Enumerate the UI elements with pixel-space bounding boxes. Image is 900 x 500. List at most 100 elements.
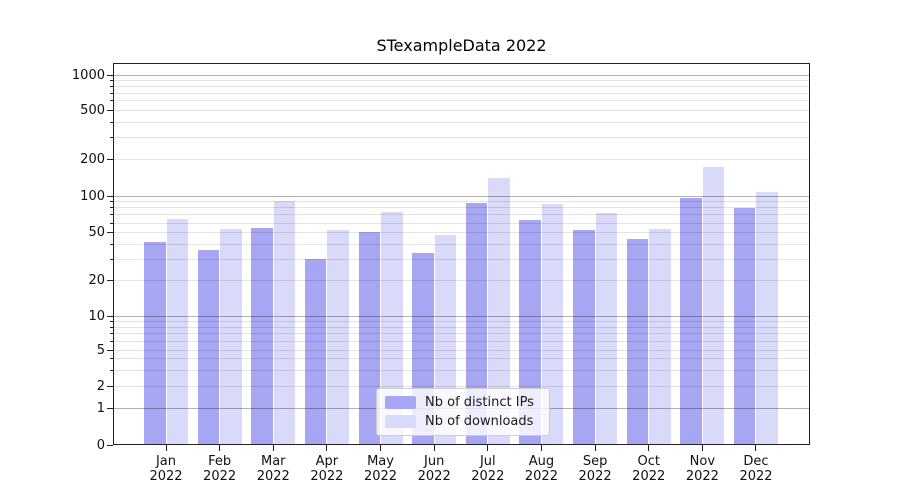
- gridline-200: [113, 158, 810, 160]
- gridline-1000: [113, 74, 810, 76]
- bar-ips-may: [358, 231, 381, 445]
- gridline-minor-400: [113, 121, 810, 123]
- xtick-label-sep: Sep 2022: [578, 454, 612, 484]
- ytick-label-50: 50: [88, 225, 105, 241]
- gridline-minor-900: [113, 79, 810, 81]
- ytick-label-1: 1: [96, 400, 105, 416]
- ytick-minor-700: [109, 92, 113, 94]
- gridline-minor-3: [113, 369, 810, 371]
- xtick-label-apr: Apr 2022: [310, 454, 344, 484]
- ytick-minor-9: [109, 321, 113, 323]
- legend-swatch-ips: [385, 396, 416, 409]
- xtick-mark-jul: [487, 445, 489, 451]
- bar-ips-feb: [197, 249, 220, 445]
- bar-downloads-dec: [756, 191, 778, 445]
- ytick-label-1000: 1000: [71, 67, 105, 83]
- xtick-mark-dec: [755, 445, 757, 451]
- gridline-minor-90: [113, 201, 810, 203]
- bar-ips-jul: [465, 202, 488, 445]
- ytick-minor-300: [109, 136, 113, 138]
- bar-downloads-jul: [488, 177, 510, 445]
- xtick-label-dec: Dec 2022: [739, 454, 773, 484]
- ytick-mark-100: [106, 195, 113, 197]
- ytick-mark-2: [106, 385, 113, 387]
- gridline-minor-40: [113, 243, 810, 245]
- legend-label-ips: Nb of distinct IPs: [425, 395, 534, 410]
- bar-downloads-feb: [220, 228, 242, 445]
- ytick-label-10: 10: [88, 309, 105, 325]
- xtick-label-jul: Jul 2022: [471, 454, 505, 484]
- ytick-label-0: 0: [96, 437, 105, 453]
- xtick-mark-sep: [594, 445, 596, 451]
- xtick-label-nov: Nov 2022: [685, 454, 719, 484]
- bar-downloads-apr: [327, 229, 349, 445]
- ytick-mark-1000: [106, 74, 113, 76]
- ytick-mark-20: [106, 279, 113, 281]
- ytick-minor-8: [109, 326, 113, 328]
- bar-downloads-nov: [702, 166, 725, 445]
- xtick-label-mar: Mar 2022: [256, 454, 290, 484]
- ytick-mark-200: [106, 158, 113, 160]
- ytick-label-500: 500: [80, 102, 105, 118]
- xtick-label-jun: Jun 2022: [417, 454, 451, 484]
- bar-downloads-sep: [595, 213, 618, 445]
- gridline-minor-700: [113, 92, 810, 94]
- xtick-mark-oct: [648, 445, 650, 451]
- gridline-minor-30: [113, 258, 810, 260]
- bar-ips-nov: [680, 197, 702, 445]
- ytick-minor-40: [109, 243, 113, 245]
- ytick-minor-70: [109, 214, 113, 216]
- bar-ips-sep: [573, 229, 595, 445]
- gridline-500: [113, 109, 810, 111]
- bar-ips-oct: [626, 239, 649, 445]
- bar-downloads-oct: [649, 228, 671, 445]
- ytick-mark-0: [106, 444, 113, 446]
- xtick-label-oct: Oct 2022: [632, 454, 666, 484]
- bar-downloads-may: [381, 211, 403, 445]
- legend-row-downloads: Nb of downloads: [385, 412, 541, 431]
- ytick-minor-600: [109, 100, 113, 102]
- ytick-label-100: 100: [80, 188, 105, 204]
- gridline-minor-70: [113, 214, 810, 216]
- ytick-mark-50: [106, 232, 113, 234]
- gridline-20: [113, 279, 810, 281]
- xtick-mark-may: [380, 445, 382, 451]
- gridline-minor-60: [113, 222, 810, 224]
- ytick-minor-3: [109, 369, 113, 371]
- gridline-minor-8: [113, 326, 810, 328]
- gridline-10: [113, 316, 810, 318]
- ytick-minor-80: [109, 207, 113, 209]
- gridline-minor-80: [113, 207, 810, 209]
- bar-ips-jan: [144, 241, 166, 445]
- gridline-minor-9: [113, 321, 810, 323]
- ytick-label-2: 2: [96, 378, 105, 394]
- bar-ips-dec: [733, 208, 756, 445]
- xtick-mark-jun: [433, 445, 435, 451]
- xtick-mark-apr: [326, 445, 328, 451]
- ytick-label-200: 200: [80, 151, 105, 167]
- legend-swatch-downloads: [385, 415, 416, 428]
- chart-title: STexampleData 2022: [376, 36, 547, 55]
- ytick-mark-10: [106, 316, 113, 318]
- ytick-minor-7: [109, 333, 113, 335]
- xtick-label-may: May 2022: [363, 454, 398, 484]
- xtick-mark-mar: [272, 445, 274, 451]
- ytick-minor-900: [109, 79, 113, 81]
- gridline-minor-600: [113, 100, 810, 102]
- ytick-label-5: 5: [96, 342, 105, 358]
- ytick-minor-60: [109, 222, 113, 224]
- xtick-label-jan: Jan 2022: [149, 454, 183, 484]
- xtick-mark-aug: [540, 445, 542, 451]
- gridline-minor-7: [113, 333, 810, 335]
- gridline-minor-4: [113, 358, 810, 360]
- bar-downloads-jan: [166, 218, 188, 445]
- gridline-100: [113, 195, 810, 197]
- ytick-minor-400: [109, 121, 113, 123]
- gridline-5: [113, 349, 810, 351]
- xtick-mark-nov: [701, 445, 703, 451]
- ytick-minor-6: [109, 340, 113, 342]
- ytick-minor-30: [109, 258, 113, 260]
